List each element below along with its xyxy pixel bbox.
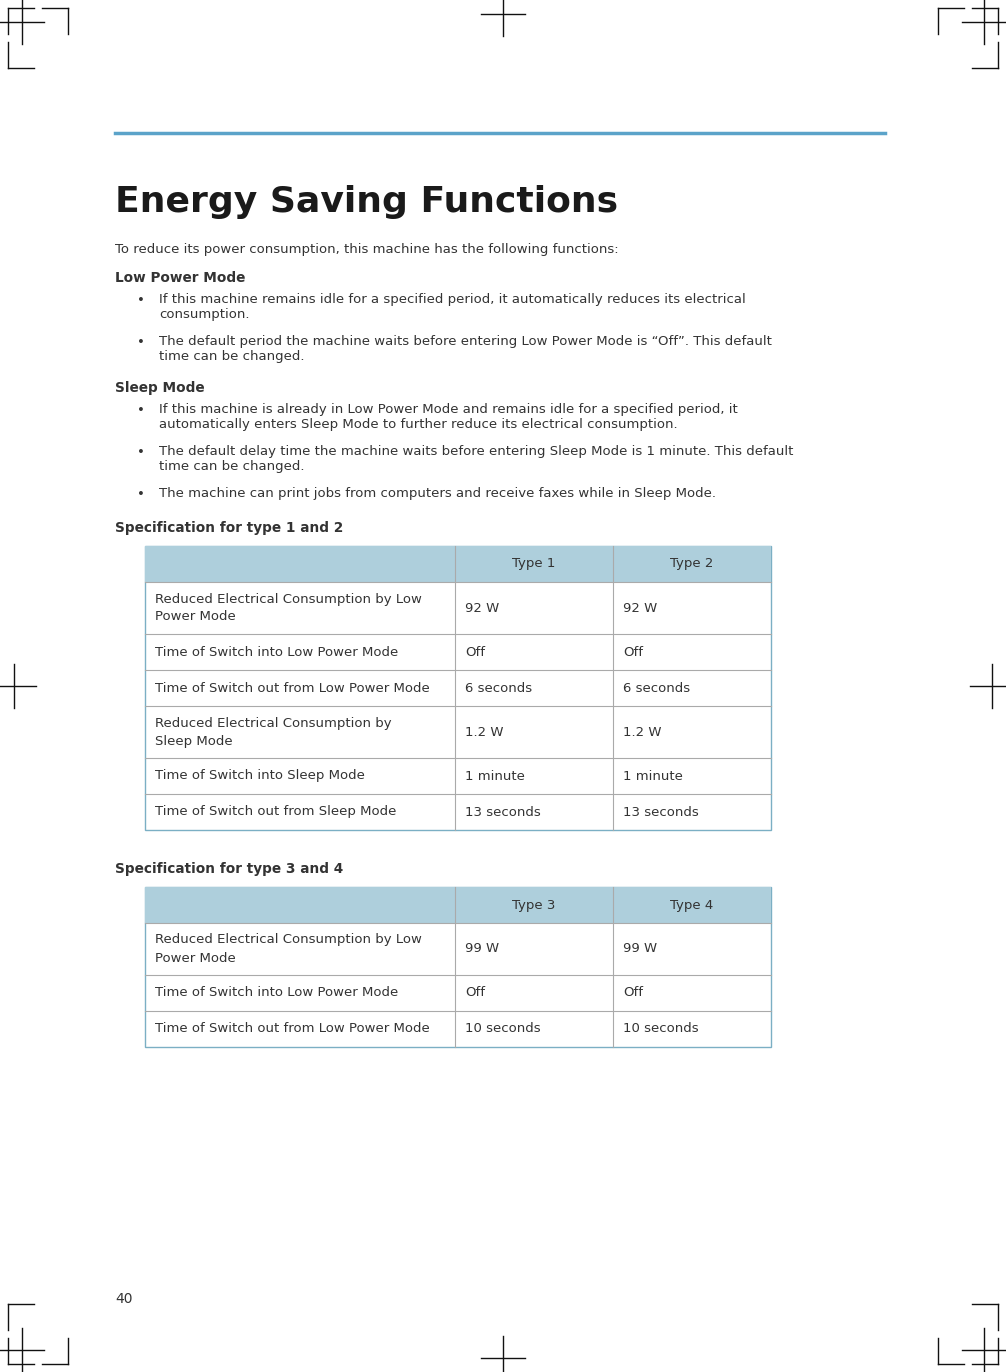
Text: 1 minute: 1 minute xyxy=(623,770,683,782)
Text: 1.2 W: 1.2 W xyxy=(623,726,662,738)
Text: Off: Off xyxy=(623,986,643,999)
Text: Sleep Mode: Sleep Mode xyxy=(115,381,204,395)
Text: If this machine remains idle for a specified period, it automatically reduces it: If this machine remains idle for a speci… xyxy=(159,294,745,321)
Text: Reduced Electrical Consumption by Low
Power Mode: Reduced Electrical Consumption by Low Po… xyxy=(155,593,422,623)
Bar xyxy=(145,888,771,1047)
Text: Energy Saving Functions: Energy Saving Functions xyxy=(115,185,618,220)
Text: •: • xyxy=(137,446,145,460)
Text: Time of Switch into Low Power Mode: Time of Switch into Low Power Mode xyxy=(155,986,398,999)
Text: •: • xyxy=(137,403,145,417)
Text: Time of Switch into Low Power Mode: Time of Switch into Low Power Mode xyxy=(155,645,398,659)
Text: Off: Off xyxy=(465,986,485,999)
Text: Specification for type 1 and 2: Specification for type 1 and 2 xyxy=(115,521,343,535)
Text: 92 W: 92 W xyxy=(623,601,657,615)
Text: Reduced Electrical Consumption by
Sleep Mode: Reduced Electrical Consumption by Sleep … xyxy=(155,716,391,748)
Text: Time of Switch out from Low Power Mode: Time of Switch out from Low Power Mode xyxy=(155,682,430,694)
Text: 40: 40 xyxy=(115,1292,133,1306)
Text: Reduced Electrical Consumption by Low
Power Mode: Reduced Electrical Consumption by Low Po… xyxy=(155,933,422,965)
Text: Low Power Mode: Low Power Mode xyxy=(115,272,245,285)
Text: 1 minute: 1 minute xyxy=(465,770,525,782)
Bar xyxy=(145,888,771,923)
Text: •: • xyxy=(137,294,145,307)
Text: Type 3: Type 3 xyxy=(512,899,555,911)
Text: Time of Switch out from Sleep Mode: Time of Switch out from Sleep Mode xyxy=(155,805,396,819)
Text: Off: Off xyxy=(623,645,643,659)
Text: The default delay time the machine waits before entering Sleep Mode is 1 minute.: The default delay time the machine waits… xyxy=(159,445,794,473)
Text: Type 4: Type 4 xyxy=(670,899,713,911)
Text: The machine can print jobs from computers and receive faxes while in Sleep Mode.: The machine can print jobs from computer… xyxy=(159,487,716,499)
Text: Time of Switch out from Low Power Mode: Time of Switch out from Low Power Mode xyxy=(155,1022,430,1036)
Text: 6 seconds: 6 seconds xyxy=(465,682,532,694)
Text: 99 W: 99 W xyxy=(465,943,499,955)
Text: 13 seconds: 13 seconds xyxy=(465,805,541,819)
Text: To reduce its power consumption, this machine has the following functions:: To reduce its power consumption, this ma… xyxy=(115,243,619,257)
Text: •: • xyxy=(137,488,145,501)
Bar xyxy=(145,546,771,830)
Text: 6 seconds: 6 seconds xyxy=(623,682,690,694)
Text: 92 W: 92 W xyxy=(465,601,499,615)
Text: •: • xyxy=(137,336,145,348)
Text: 13 seconds: 13 seconds xyxy=(623,805,699,819)
Text: Off: Off xyxy=(465,645,485,659)
Text: The default period the machine waits before entering Low Power Mode is “Off”. Th: The default period the machine waits bef… xyxy=(159,335,772,364)
Text: Specification for type 3 and 4: Specification for type 3 and 4 xyxy=(115,862,343,875)
Text: 99 W: 99 W xyxy=(623,943,657,955)
Bar xyxy=(145,546,771,582)
Text: 1.2 W: 1.2 W xyxy=(465,726,503,738)
Text: If this machine is already in Low Power Mode and remains idle for a specified pe: If this machine is already in Low Power … xyxy=(159,403,737,431)
Text: 10 seconds: 10 seconds xyxy=(465,1022,540,1036)
Text: Time of Switch into Sleep Mode: Time of Switch into Sleep Mode xyxy=(155,770,365,782)
Text: Type 1: Type 1 xyxy=(512,557,555,571)
Text: Type 2: Type 2 xyxy=(670,557,713,571)
Text: 10 seconds: 10 seconds xyxy=(623,1022,698,1036)
